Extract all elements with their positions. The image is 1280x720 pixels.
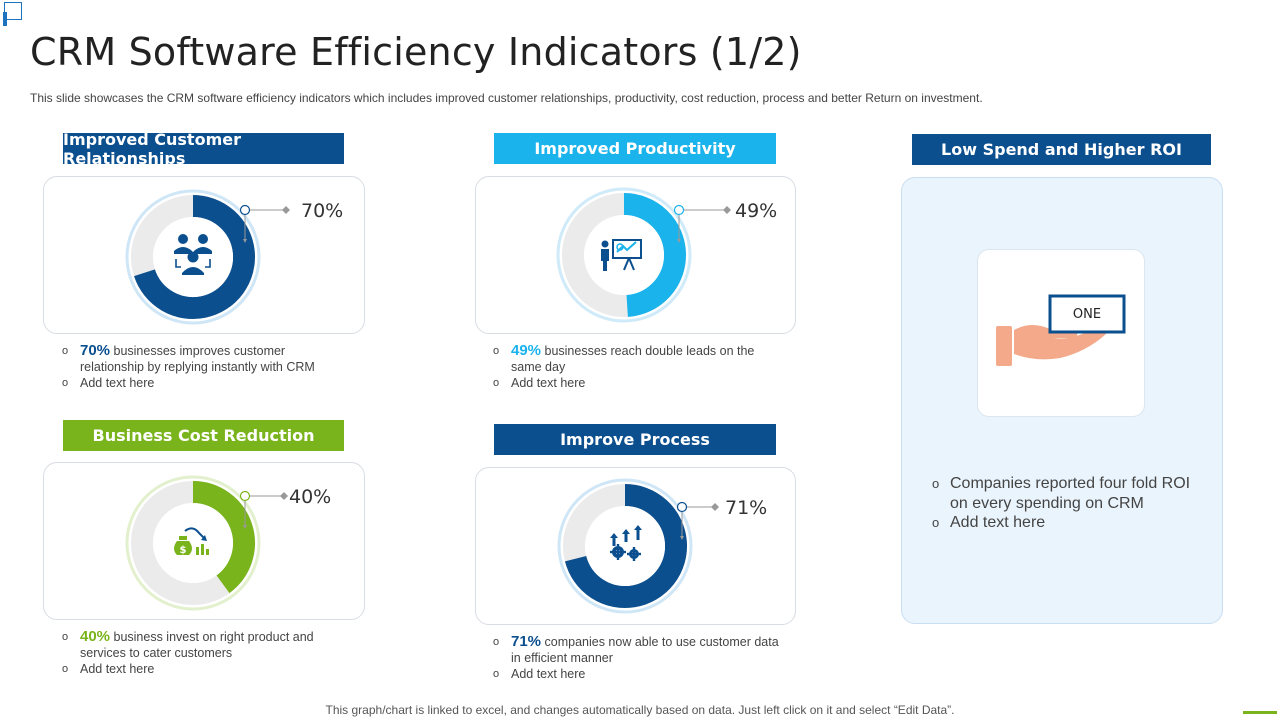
header-productivity: Improved Productivity xyxy=(494,133,776,164)
gears-icon xyxy=(610,525,642,561)
bullet-text: business invest on right product and ser… xyxy=(80,630,314,660)
donut-process xyxy=(557,478,693,614)
bullets-process: o 71% companies now able to use customer … xyxy=(493,634,783,682)
leader-productivity xyxy=(673,204,731,243)
presentation-icon xyxy=(601,239,642,271)
list-item: o Add text here xyxy=(932,514,1046,531)
bullet-text: Companies reported four fold ROI on ever… xyxy=(950,475,1191,512)
leader-process xyxy=(676,501,719,540)
bullet-text: Add text here xyxy=(950,514,1046,531)
bullets-cost: o 40% business invest on right product an… xyxy=(62,629,352,677)
bullet-text: companies now able to use customer data … xyxy=(511,635,779,665)
donut-arc-process xyxy=(564,484,687,608)
svg-text:$: $ xyxy=(180,545,187,556)
bullet-emphasis: 49% xyxy=(511,342,542,359)
list-item: o 40% business invest on right product an… xyxy=(62,628,314,661)
corner-logo-bar xyxy=(3,12,7,26)
corner-logo-frame xyxy=(4,2,22,20)
header-cost: Business Cost Reduction xyxy=(63,420,344,451)
donut-arc-productivity xyxy=(623,193,686,317)
bullet-text: Add text here xyxy=(511,376,586,390)
bullet-text: businesses reach double leads on the sam… xyxy=(511,344,755,374)
percent-productivity: 49% xyxy=(735,200,778,222)
percent-process: 71% xyxy=(725,497,768,519)
donut-cost: $ xyxy=(125,475,261,611)
bullet-text: Add text here xyxy=(511,667,586,681)
bullet-emphasis: 71% xyxy=(511,633,542,650)
header-relationships: Improved Customer Relationships xyxy=(63,130,344,168)
roi-badge: ONE xyxy=(1072,306,1102,322)
team-icon xyxy=(174,234,212,275)
page-subtitle: This slide showcases the CRM software ef… xyxy=(30,91,983,105)
donut-arc-cost xyxy=(192,481,255,594)
list-item: o Companies reported four fold ROI on eve… xyxy=(932,474,1202,513)
percent-cost: 40% xyxy=(289,486,332,508)
footer-note: This graph/chart is linked to excel, and… xyxy=(325,703,955,717)
list-item: o Add text here xyxy=(62,376,155,390)
hand-offering-icon xyxy=(996,294,1126,366)
bullet-emphasis: 40% xyxy=(80,628,111,645)
bullets-relationships: o 70% businesses improves customer relati… xyxy=(62,343,352,391)
list-item: o 71% companies now able to use customer … xyxy=(493,633,779,666)
donut-relationships xyxy=(125,189,261,325)
bullet-text: Add text here xyxy=(80,376,155,390)
list-item: o 49% businesses reach double leads on th… xyxy=(493,342,755,375)
bullet-text: Add text here xyxy=(80,662,155,676)
donut-arc-relationships xyxy=(134,195,255,319)
header-roi: Low Spend and Higher ROI xyxy=(912,134,1211,165)
bullet-emphasis: 70% xyxy=(80,342,111,359)
page-title: CRM Software Efficiency Indicators (1/2) xyxy=(30,30,802,74)
leader-relationships xyxy=(239,204,290,243)
header-process: Improve Process xyxy=(494,424,776,455)
bullets-productivity: o 49% businesses reach double leads on th… xyxy=(493,343,783,391)
list-item: o 70% businesses improves customer relati… xyxy=(62,342,315,375)
leader-cost xyxy=(239,490,288,529)
bullet-text: businesses improves customer relationshi… xyxy=(80,344,315,374)
donut-productivity xyxy=(556,187,692,323)
list-item: o Add text here xyxy=(493,376,586,390)
roi-bullets: o Companies reported four fold ROI on eve… xyxy=(932,474,1202,533)
list-item: o Add text here xyxy=(62,662,155,676)
footer-accent-line xyxy=(1243,711,1277,714)
percent-relationships: 70% xyxy=(301,200,344,222)
list-item: o Add text here xyxy=(493,667,586,681)
money-bag-icon: $ xyxy=(174,527,209,556)
